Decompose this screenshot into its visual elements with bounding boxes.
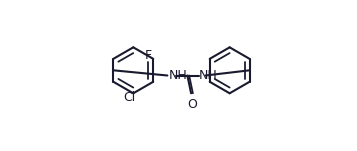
Text: NH: NH — [169, 69, 188, 82]
Text: F: F — [145, 49, 152, 62]
Text: NH: NH — [198, 69, 217, 82]
Text: O: O — [187, 98, 197, 111]
Text: Cl: Cl — [124, 91, 136, 104]
